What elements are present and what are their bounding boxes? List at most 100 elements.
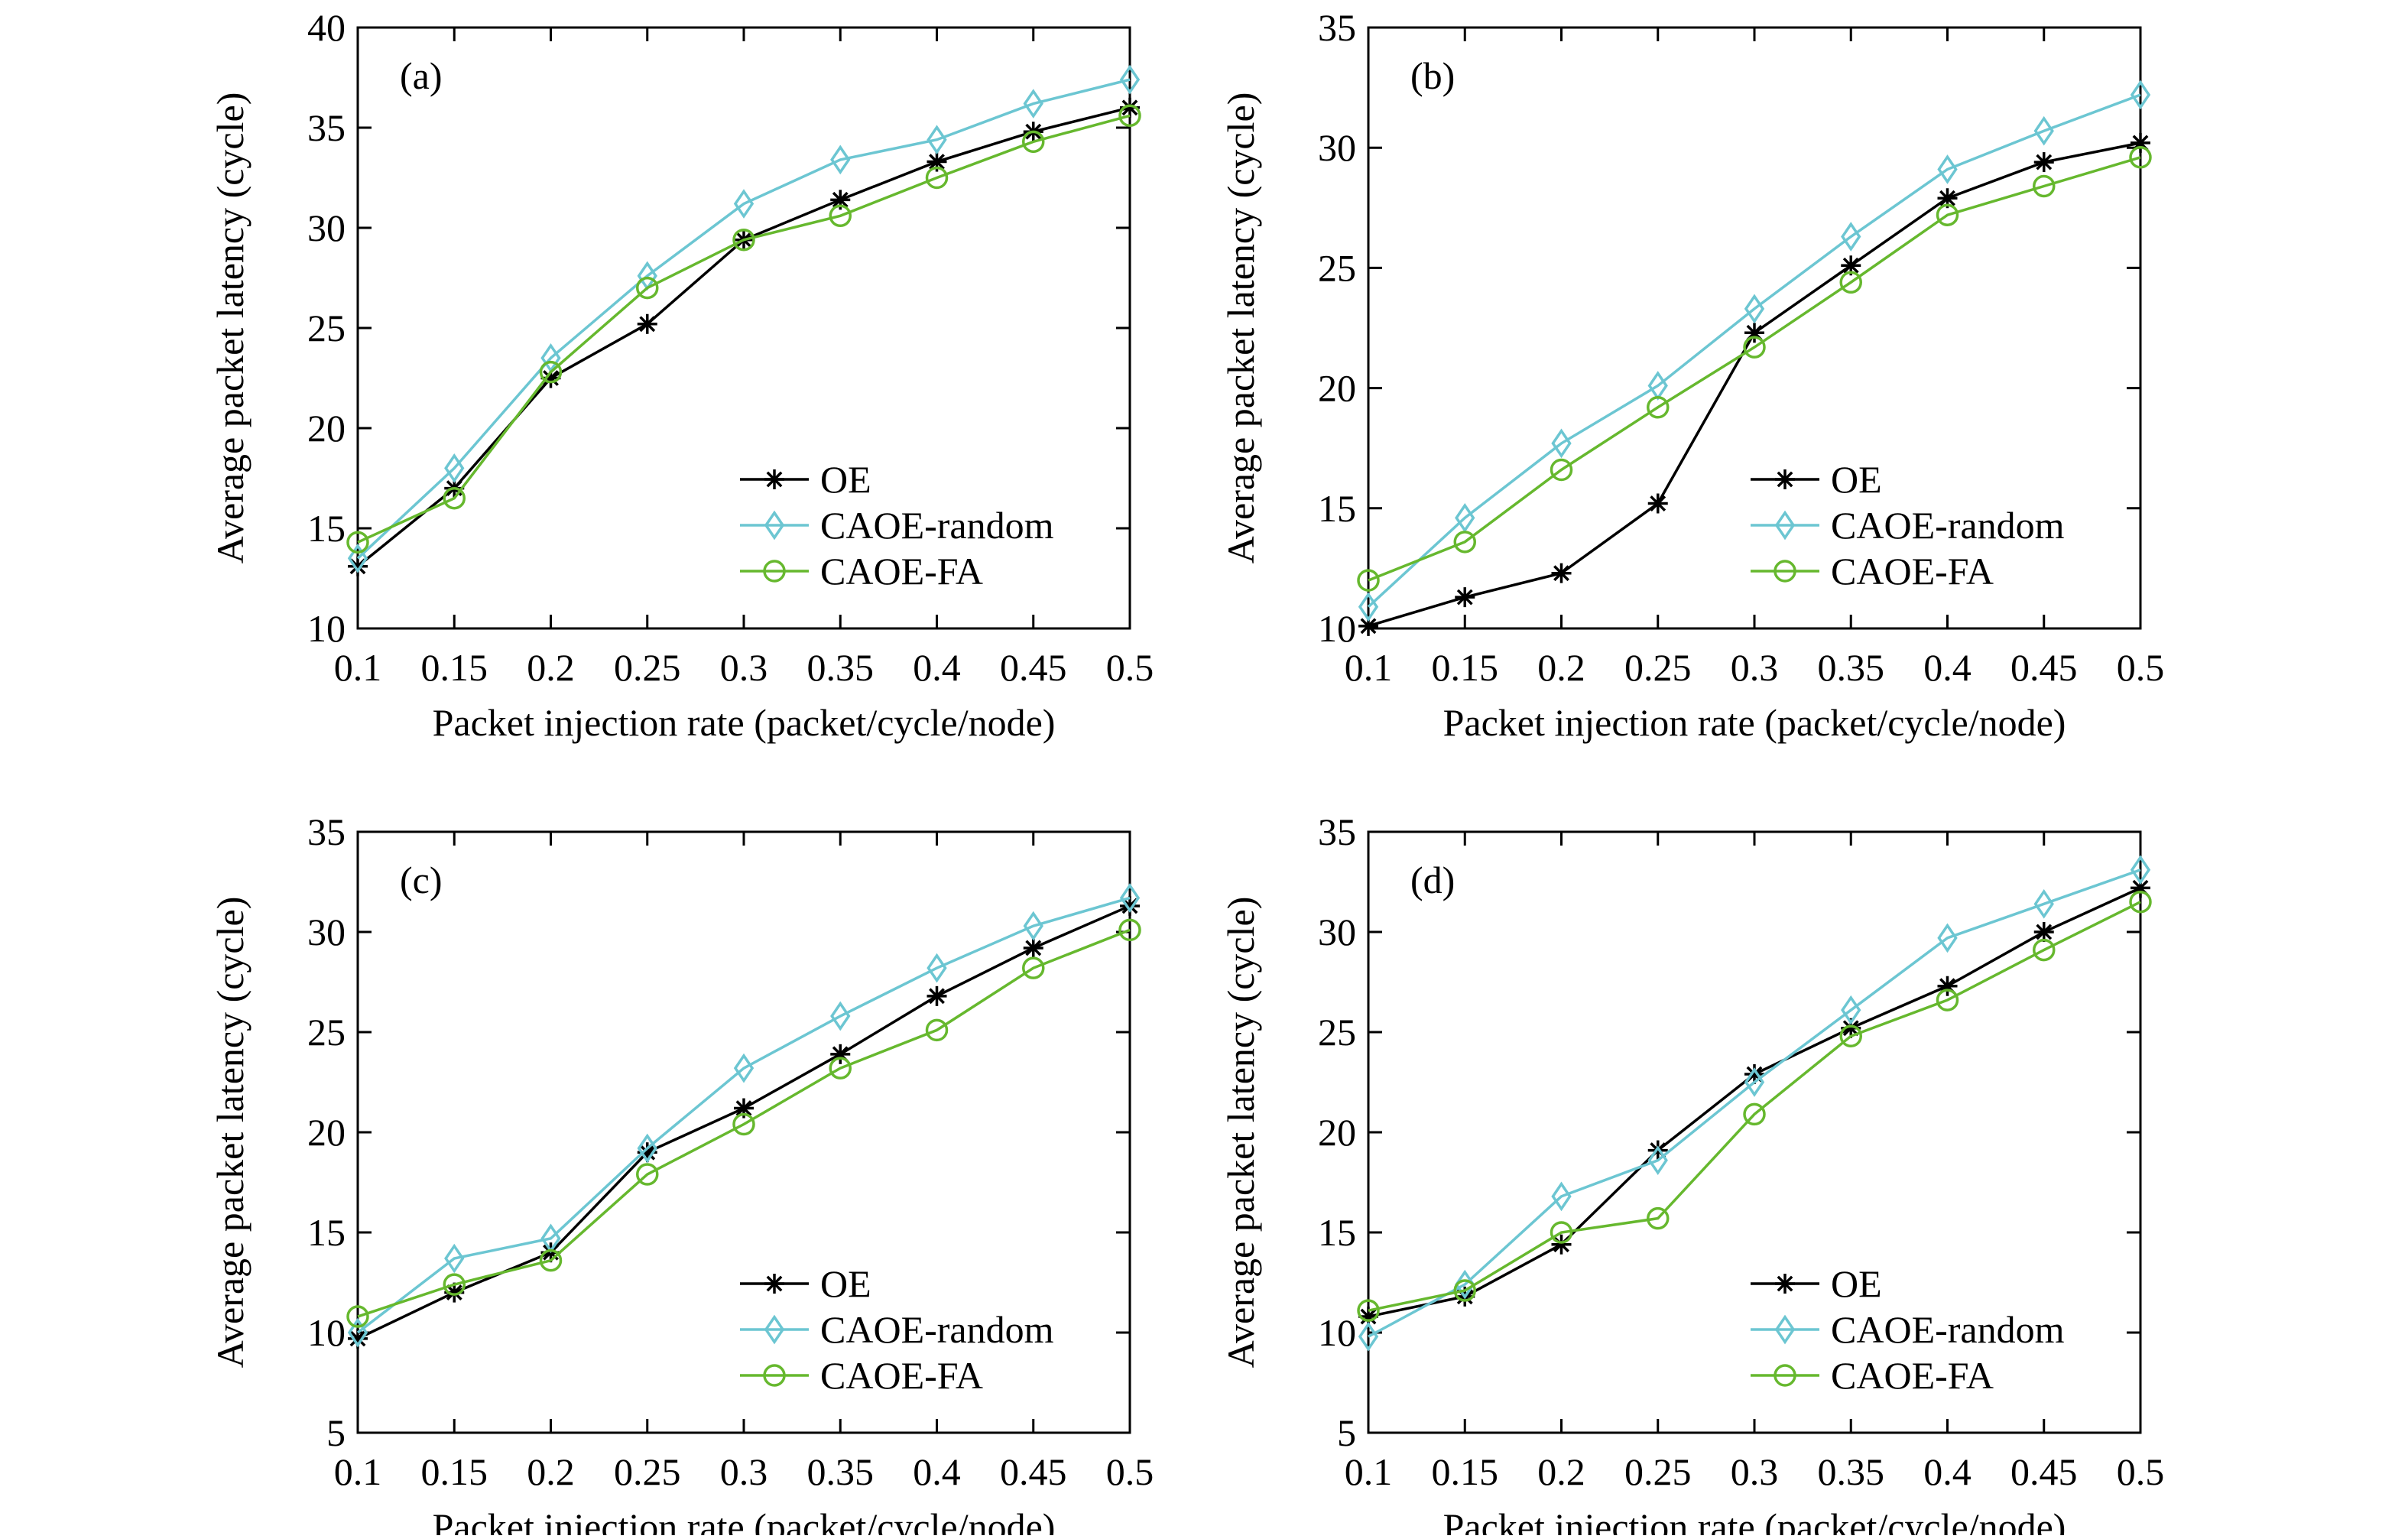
data-point	[733, 1053, 755, 1083]
data-point	[925, 166, 949, 190]
data-point	[636, 276, 659, 300]
series-caoe-random	[1358, 80, 2151, 622]
data-point	[1647, 493, 1668, 514]
data-point	[1358, 615, 1378, 636]
legend-label: OE	[820, 458, 871, 501]
data-point	[1023, 89, 1043, 119]
panel-label: (a)	[400, 54, 443, 97]
legend-label: OE	[820, 1262, 871, 1305]
x-tick-label: 0.35	[1818, 646, 1885, 689]
x-tick-label: 0.3	[1731, 646, 1779, 689]
x-tick-label: 0.1	[1345, 646, 1393, 689]
y-axis-label: Average packet latency (cycle)	[209, 93, 252, 564]
x-tick-label: 0.3	[720, 1450, 768, 1493]
x-tick-label: 0.2	[1537, 646, 1585, 689]
chart-panel-1: 0.1 0.15 0.2 0.25 0.3 0.35 0.4 0.45 0.5 10 15 20 25 3…	[209, 6, 1154, 744]
legend-label: CAOE-FA	[1831, 550, 1994, 593]
data-point	[346, 531, 369, 554]
chart-panel-3: 0.1 0.15 0.2 0.25 0.3 0.35 0.4 0.45 0.5 5 10 15 20 25…	[209, 810, 1154, 1539]
y-tick-label: 35	[307, 106, 346, 149]
data-point	[2033, 174, 2056, 198]
data-point	[734, 1098, 754, 1119]
y-tick-label: 10	[1318, 1311, 1356, 1354]
series-line	[356, 896, 1131, 1334]
legend-marker	[764, 1314, 785, 1345]
data-point	[733, 189, 755, 219]
series-line	[356, 78, 1131, 560]
data-point	[2033, 922, 2054, 942]
data-point	[927, 125, 947, 155]
data-point	[1357, 569, 1380, 592]
y-tick-label: 5	[326, 1411, 346, 1454]
data-point	[1936, 203, 1959, 226]
data-point	[830, 1001, 851, 1031]
legend-label: CAOE-random	[1831, 1308, 2065, 1351]
data-point	[1550, 1221, 1573, 1244]
data-point	[2130, 855, 2151, 885]
x-axis-label: Packet injection rate (packet/cycle/node…	[433, 701, 1056, 744]
y-tick-label: 5	[1337, 1411, 1356, 1454]
data-point	[1358, 592, 1379, 622]
y-axis-label: Average packet latency (cycle)	[1219, 93, 1262, 564]
legend-label: CAOE-FA	[1831, 1354, 1994, 1397]
x-tick-label: 0.5	[1106, 646, 1154, 689]
data-point	[1118, 918, 1141, 942]
legend-marker	[764, 510, 785, 541]
y-tick-label: 10	[307, 607, 346, 650]
series-line	[357, 928, 1131, 1318]
y-tick-label: 40	[307, 6, 346, 49]
data-point	[1744, 1067, 1765, 1097]
data-point	[1022, 130, 1045, 154]
legend-entry: OE	[1751, 458, 1882, 501]
x-tick-label: 0.1	[334, 646, 382, 689]
data-point	[2130, 80, 2151, 110]
x-tick-label: 0.5	[2117, 646, 2165, 689]
y-tick-label: 30	[307, 206, 346, 249]
series-line	[1368, 901, 2141, 1312]
x-tick-label: 0.25	[1624, 1450, 1692, 1493]
legend-entry: CAOE-random	[1751, 504, 2065, 547]
data-point	[1455, 1269, 1475, 1300]
x-tick-label: 0.2	[527, 646, 575, 689]
x-tick-label: 0.45	[2010, 1450, 2078, 1493]
x-tick-label: 0.15	[421, 646, 488, 689]
data-point	[1744, 294, 1765, 324]
data-point	[1119, 883, 1141, 913]
series-line	[1368, 869, 2141, 1338]
data-point	[1937, 154, 1958, 184]
data-point	[1022, 956, 1045, 979]
data-point	[2033, 888, 2054, 919]
data-point	[925, 1018, 949, 1042]
legend-marker	[1775, 1274, 1795, 1294]
legend-entry: OE	[1751, 1262, 1882, 1305]
legend-label: OE	[1831, 1262, 1882, 1305]
series-line	[1368, 156, 2141, 582]
x-axis-label: Packet injection rate (packet/cycle/node…	[433, 1505, 1056, 1535]
y-tick-label: 20	[1318, 1111, 1356, 1154]
data-point	[637, 313, 657, 334]
series-caoe-fa	[1357, 146, 2152, 592]
data-point	[1841, 995, 1861, 1025]
data-point	[1647, 396, 1670, 419]
legend-marker	[1774, 1364, 1796, 1387]
x-tick-label: 0.1	[334, 1450, 382, 1493]
x-tick-label: 0.35	[807, 646, 875, 689]
y-tick-label: 20	[307, 1111, 346, 1154]
data-point	[732, 1112, 755, 1136]
x-tick-label: 0.15	[1432, 1450, 1499, 1493]
data-point	[539, 1248, 563, 1272]
series-line	[1368, 141, 2141, 628]
y-tick-label: 20	[1318, 367, 1356, 410]
x-tick-label: 0.4	[1923, 646, 1972, 689]
x-axis-label: Packet injection rate (packet/cycle/node…	[1443, 701, 2066, 744]
y-tick-label: 10	[307, 1311, 346, 1354]
legend-entry: OE	[740, 458, 871, 501]
legend-entry: CAOE-random	[1751, 1308, 2065, 1351]
data-point	[1743, 336, 1766, 359]
series-line	[1367, 93, 2141, 608]
y-tick-label: 15	[1318, 487, 1356, 530]
data-point	[2129, 146, 2152, 169]
data-point	[2033, 938, 2056, 962]
